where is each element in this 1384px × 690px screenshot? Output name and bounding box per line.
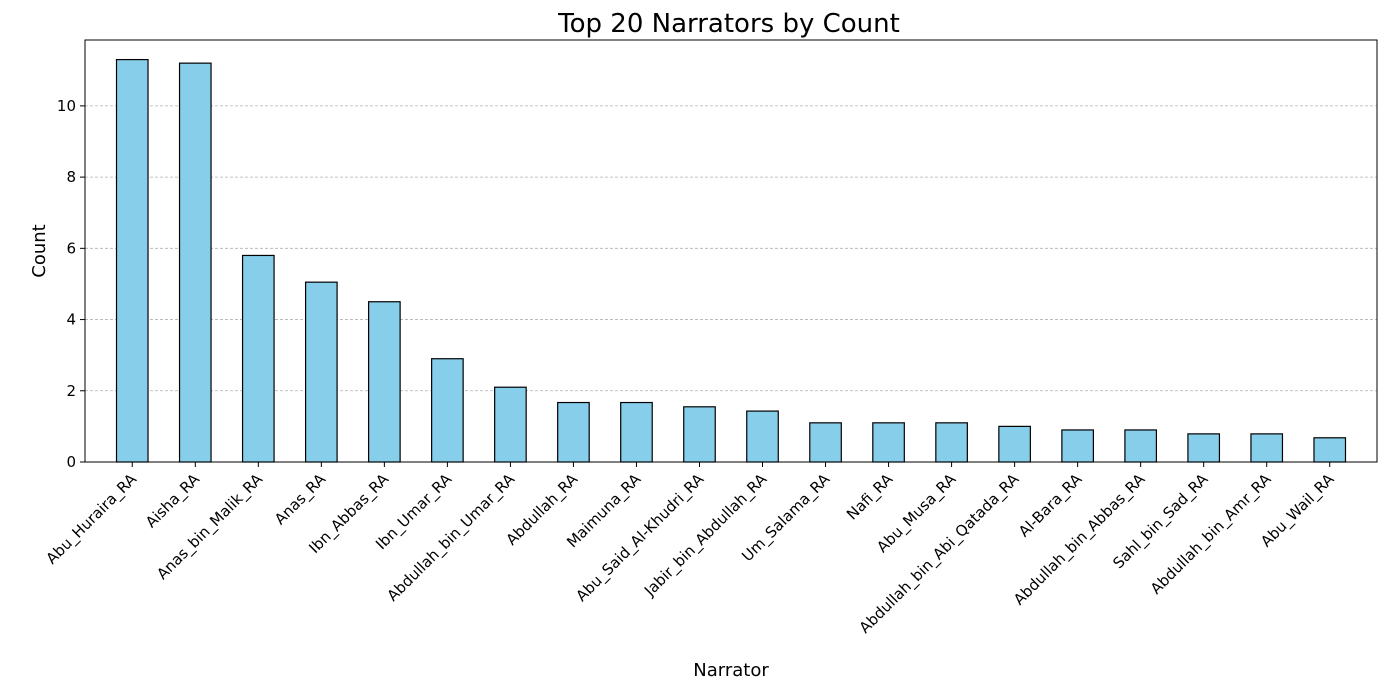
bar xyxy=(304,281,338,463)
x-tick-label: Anas_bin_Malik_RA xyxy=(153,470,267,584)
y-tick-label: 0 xyxy=(66,453,76,471)
x-tick-label: Abdullah_bin_Umar_RA xyxy=(383,470,519,606)
y-axis-ticks: 0 2 4 6 8 10 xyxy=(57,97,85,471)
bar xyxy=(1313,437,1347,463)
bar xyxy=(872,422,905,463)
bar xyxy=(620,401,653,463)
x-tick-label: Jabir_bin_Abdullah_RA xyxy=(640,470,771,601)
bar xyxy=(494,386,527,463)
bar xyxy=(178,62,212,463)
y-tick-label: 2 xyxy=(66,382,76,400)
bar xyxy=(1187,433,1221,463)
bar xyxy=(368,301,401,463)
bar xyxy=(998,425,1031,463)
bar xyxy=(1250,433,1284,463)
x-axis-label: Narrator xyxy=(693,660,769,681)
bar xyxy=(809,422,842,463)
y-tick-label: 4 xyxy=(66,311,76,329)
x-tick-label: Abu_Huraira_RA xyxy=(42,470,141,569)
y-tick-label: 10 xyxy=(57,97,76,115)
grid-lines xyxy=(85,105,1377,392)
x-tick-label: Abdullah_bin_Amr_RA xyxy=(1147,470,1276,599)
x-tick-label: Nafi_RA xyxy=(843,470,898,525)
bar xyxy=(935,422,968,463)
bar xyxy=(115,58,149,463)
bars xyxy=(115,58,1347,463)
bar xyxy=(1124,429,1158,463)
plot-frame xyxy=(84,39,1378,463)
chart-title: Top 20 Narrators by Count xyxy=(557,9,900,39)
x-tick-label: Aisha_RA xyxy=(142,470,204,532)
bar xyxy=(746,410,779,463)
y-axis-label: Count xyxy=(29,224,50,277)
y-tick-label: 8 xyxy=(66,168,76,186)
bar xyxy=(241,254,275,463)
bar xyxy=(431,358,464,463)
bar xyxy=(1061,429,1094,463)
x-tick-label: Anas_RA xyxy=(271,470,330,529)
bar xyxy=(683,406,716,463)
bar xyxy=(557,401,590,463)
y-tick-label: 6 xyxy=(66,239,76,257)
x-tick-label: Abu_Said_Al-Khudri_RA xyxy=(572,470,708,606)
